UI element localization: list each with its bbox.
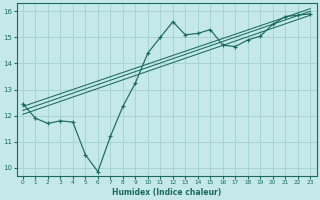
- X-axis label: Humidex (Indice chaleur): Humidex (Indice chaleur): [112, 188, 221, 197]
